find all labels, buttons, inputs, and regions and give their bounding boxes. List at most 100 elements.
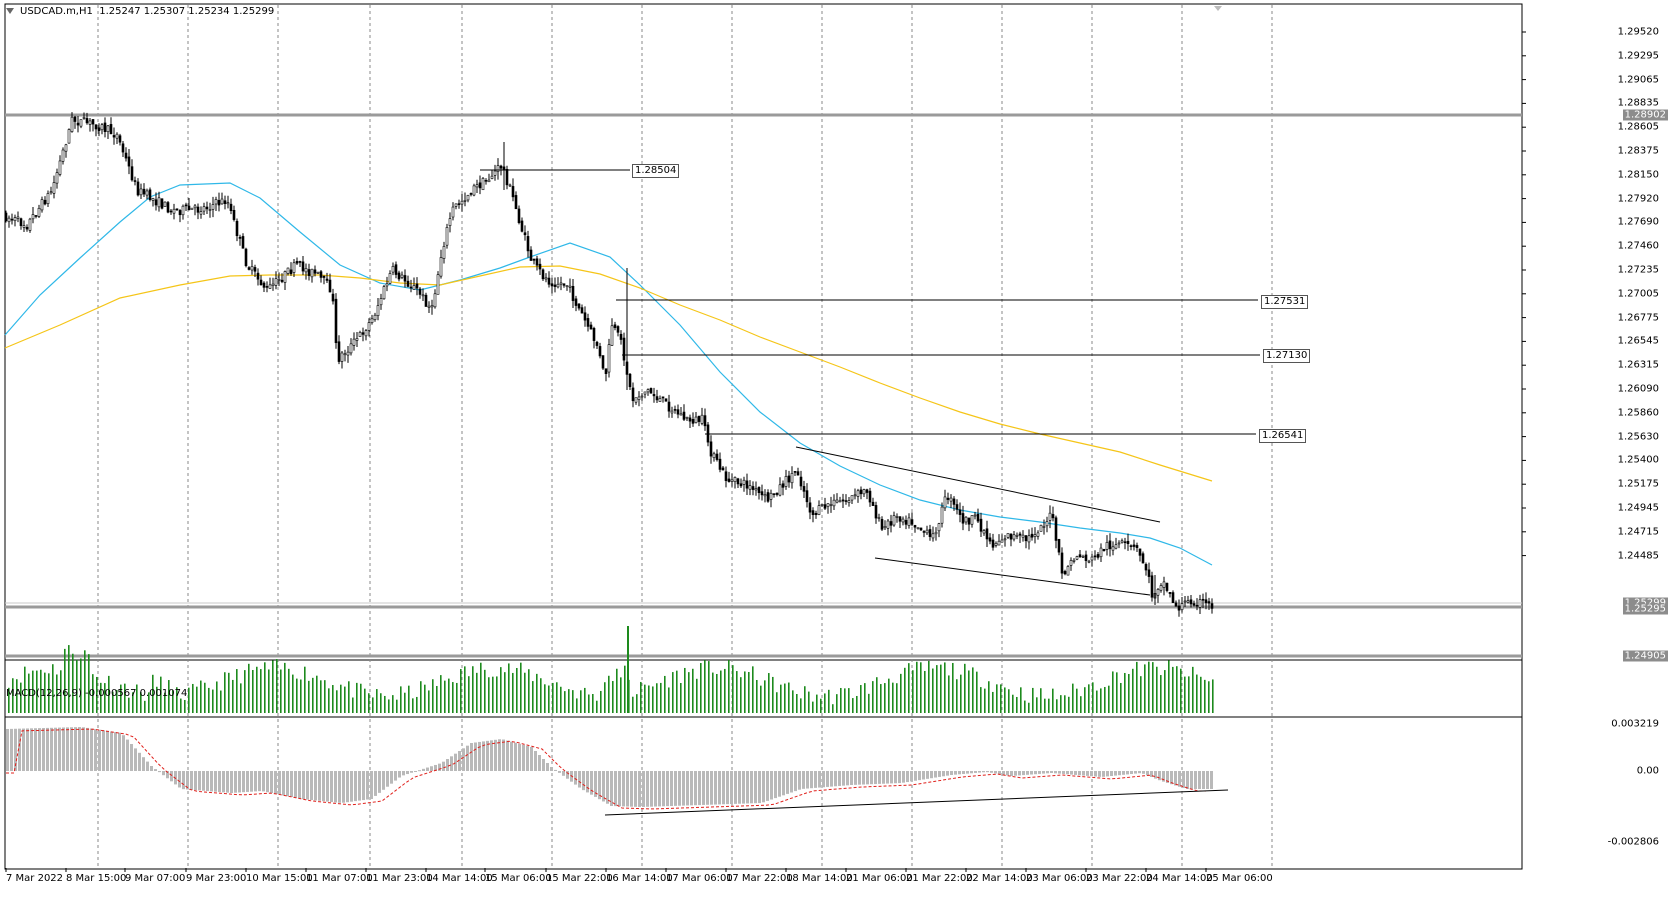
macd-bar <box>142 757 145 771</box>
volume-bar <box>372 697 374 713</box>
volume-bar <box>1040 688 1042 713</box>
volume-bar <box>152 674 154 713</box>
volume-bar <box>932 668 934 713</box>
candle-bear <box>118 135 122 143</box>
volume-bar <box>504 672 506 713</box>
level-label-3[interactable]: 1.27130 <box>1263 349 1311 363</box>
macd-bar <box>662 771 665 807</box>
volume-bar <box>708 661 710 713</box>
candle-bear <box>1189 599 1193 605</box>
candle-bear <box>1018 533 1022 536</box>
candle-bull <box>964 516 968 523</box>
volume-bar <box>488 677 490 713</box>
volume-bar <box>1192 666 1194 713</box>
candle-bull <box>382 286 386 300</box>
volume-bar <box>872 681 874 713</box>
macd-bar <box>110 731 113 771</box>
volume-bar <box>888 678 890 713</box>
macd-bar <box>122 735 125 771</box>
macd-bar <box>690 771 693 806</box>
candle-bull <box>1066 566 1070 576</box>
macd-bar <box>70 727 73 771</box>
macd-histogram <box>6 727 1213 807</box>
volume-bar <box>1076 688 1078 713</box>
volume-bar <box>996 684 998 713</box>
candle-bear <box>160 198 164 209</box>
macd-bar <box>294 771 297 798</box>
volume-bar <box>980 687 982 713</box>
volume-bar <box>627 626 629 713</box>
macd-bar <box>850 771 853 785</box>
macd-bar <box>810 771 813 789</box>
candle-bear <box>796 471 800 476</box>
candle-bear <box>673 409 677 411</box>
volume-bar <box>88 654 90 713</box>
candle-bull <box>277 278 281 281</box>
candle-bear <box>331 293 335 302</box>
macd-bar <box>1186 771 1189 789</box>
candle-bear <box>217 199 221 206</box>
level-label-1[interactable]: 1.28504 <box>632 164 680 178</box>
volume-bar <box>788 682 790 713</box>
time-tick-label: 25 Mar 06:00 <box>1206 873 1273 884</box>
candle-bear <box>874 505 878 519</box>
volume-bar <box>1148 661 1150 713</box>
candle-bear <box>715 453 719 460</box>
volume-bar <box>332 685 334 713</box>
chart-header: USDCAD.m,H1 1.25247 1.25307 1.25234 1.25… <box>6 6 274 17</box>
candle-bear <box>787 475 791 483</box>
candle-bear <box>805 490 809 503</box>
candle-bear <box>661 396 665 399</box>
candle-bear <box>904 520 908 525</box>
macd-bar <box>226 771 229 793</box>
volume-bar <box>176 687 178 713</box>
macd-bar <box>950 771 953 775</box>
volume-bar <box>1100 688 1102 713</box>
macd-bar <box>522 744 525 771</box>
macd-bar <box>878 771 881 784</box>
candle-bull <box>895 516 899 518</box>
candle-bull <box>994 542 998 546</box>
volume-bar <box>76 659 78 713</box>
volume-bar <box>704 660 706 713</box>
volume-bar <box>220 690 222 713</box>
macd-bar <box>270 771 273 793</box>
volume-bar <box>988 681 990 713</box>
macd-bar <box>554 769 557 771</box>
level-label-2[interactable]: 1.27531 <box>1261 295 1309 309</box>
candle-bull <box>835 499 839 503</box>
candle-bull <box>487 179 491 183</box>
volume-bar <box>280 669 282 713</box>
candle-bear <box>1057 539 1061 553</box>
macd-bar <box>750 771 753 804</box>
macd-bar <box>454 753 457 771</box>
macd-bar <box>354 771 357 802</box>
level-label-4[interactable]: 1.26541 <box>1259 429 1307 443</box>
candle-bull <box>829 504 833 506</box>
candle-bull <box>679 413 683 416</box>
collapse-triangle-icon[interactable] <box>6 8 14 14</box>
macd-bar <box>390 771 393 784</box>
volume-bar <box>364 688 366 713</box>
candle-bear <box>1174 602 1178 607</box>
candle-bear <box>478 182 482 189</box>
candle-bull <box>421 294 425 297</box>
volume-bar <box>172 690 174 713</box>
trendline-upper <box>795 446 1161 523</box>
candle-bull <box>856 490 860 497</box>
macd-label: MACD(12,26,9) -0.000567 0.001074 <box>6 688 188 699</box>
candle-bull <box>427 305 431 308</box>
candle-bear <box>223 200 227 204</box>
candle-bear <box>664 398 668 402</box>
candle-bull <box>349 343 353 354</box>
candle-bear <box>667 401 671 412</box>
candle-bear <box>178 210 182 216</box>
macd-bar <box>6 728 9 771</box>
macd-bar <box>806 771 809 789</box>
price-tick-label: 1.25630 <box>1617 431 1659 443</box>
volume-bar <box>896 683 898 713</box>
candle-bear <box>868 490 872 503</box>
candle-bull <box>949 497 953 502</box>
macd-bar <box>258 771 261 792</box>
